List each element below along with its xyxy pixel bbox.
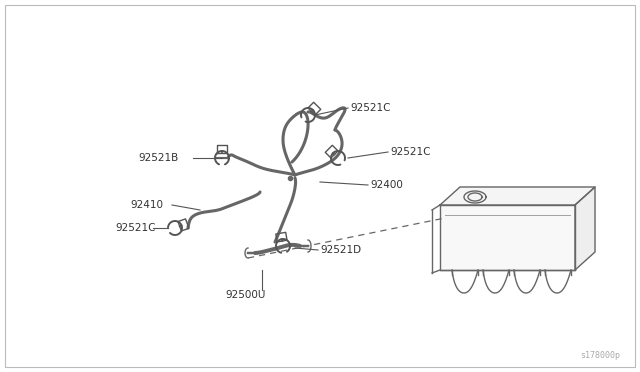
Polygon shape [575,187,595,270]
Text: s178000p: s178000p [580,351,620,360]
Text: 92500U: 92500U [225,290,266,300]
Text: 92521C: 92521C [390,147,431,157]
Polygon shape [440,205,575,270]
Text: 92521C: 92521C [350,103,390,113]
Text: 92521B: 92521B [138,153,179,163]
Text: 92521C: 92521C [115,223,156,233]
Text: 92410: 92410 [130,200,163,210]
Text: 92400: 92400 [370,180,403,190]
Polygon shape [440,187,595,205]
Text: 92521D: 92521D [320,245,361,255]
